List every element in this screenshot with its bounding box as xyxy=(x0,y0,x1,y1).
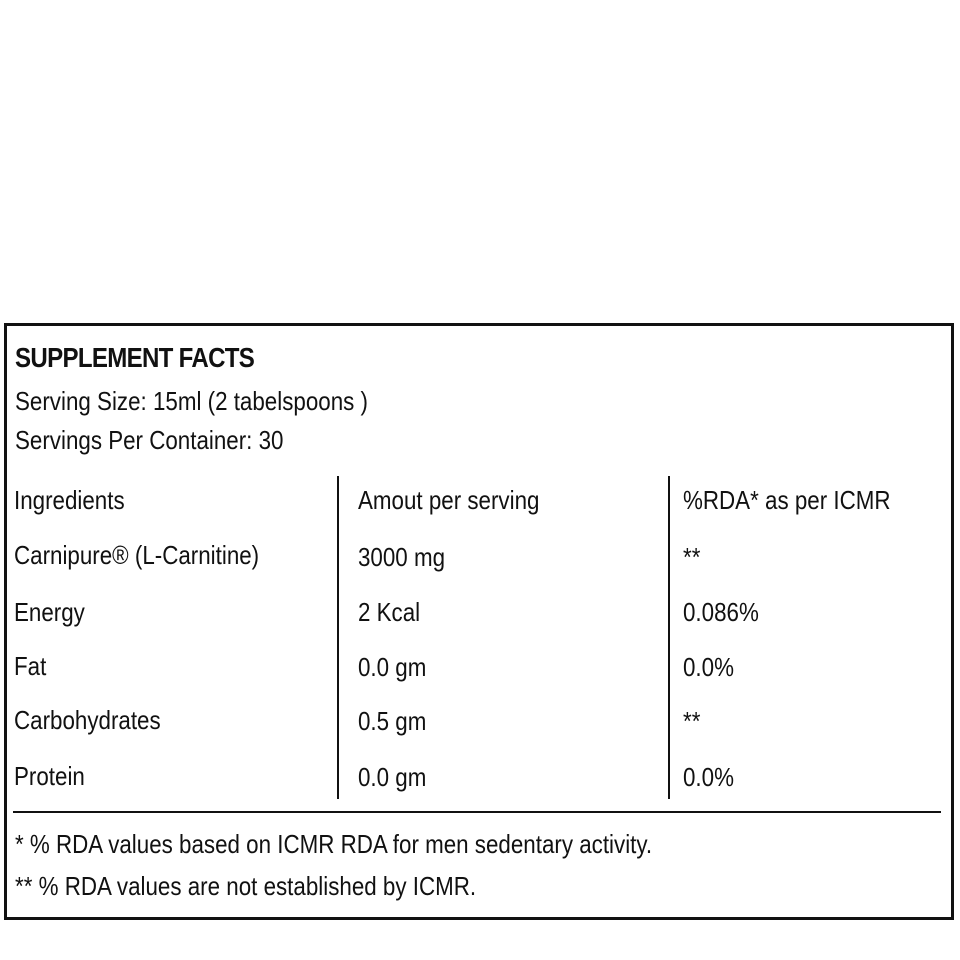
table-row-rda: ** xyxy=(683,542,701,572)
table-row-ingredient: Fat xyxy=(14,651,47,681)
column-header-ingredients: Ingredients xyxy=(14,485,125,515)
serving-size: Serving Size: 15ml (2 tabelspoons ) xyxy=(15,386,368,416)
table-row-amount: 0.0 gm xyxy=(358,652,427,682)
table-row-ingredient: Carbohydrates xyxy=(14,705,161,735)
servings-per-container: Servings Per Container: 30 xyxy=(15,425,284,455)
footnote-rda-basis: * % RDA values based on ICMR RDA for men… xyxy=(15,829,653,859)
column-divider-1 xyxy=(337,476,339,799)
column-header-amount: Amout per serving xyxy=(358,485,540,515)
table-row-rda: 0.086% xyxy=(683,597,759,627)
supplement-facts-panel: SUPPLEMENT FACTS Serving Size: 15ml (2 t… xyxy=(4,323,954,920)
table-row-rda: 0.0% xyxy=(683,652,734,682)
footnote-divider xyxy=(13,811,941,813)
footnote-rda-not-established: ** % RDA values are not established by I… xyxy=(15,871,477,901)
table-row-amount: 0.5 gm xyxy=(358,706,427,736)
column-divider-2 xyxy=(668,476,670,799)
table-row-rda: 0.0% xyxy=(683,762,734,792)
table-row-amount: 0.0 gm xyxy=(358,762,427,792)
table-row-amount: 3000 mg xyxy=(358,542,446,572)
column-header-rda: %RDA* as per ICMR xyxy=(683,485,891,515)
panel-title: SUPPLEMENT FACTS xyxy=(15,342,255,373)
table-row-rda: ** xyxy=(683,706,701,736)
table-row-ingredient: Protein xyxy=(14,761,85,791)
table-row-ingredient: Carnipure® (L-Carnitine) xyxy=(14,540,260,570)
table-row-amount: 2 Kcal xyxy=(358,597,421,627)
table-row-ingredient: Energy xyxy=(14,597,85,627)
